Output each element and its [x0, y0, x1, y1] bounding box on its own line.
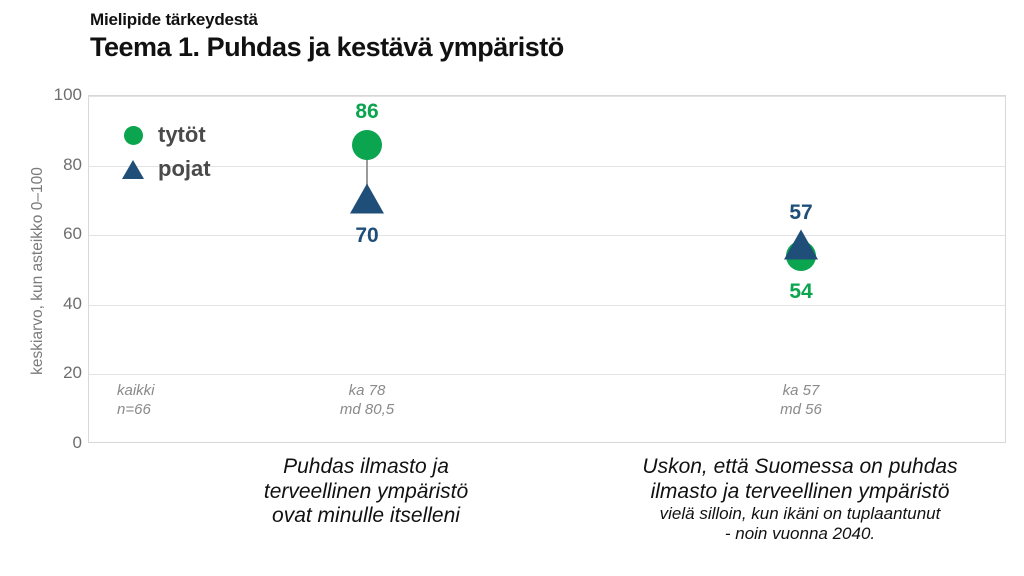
y-axis-tick-label: 80 — [63, 154, 82, 174]
x-axis-category-label: Puhdas ilmasto ja terveellinen ympäristö o… — [264, 455, 468, 529]
connector-line — [366, 144, 368, 201]
stat-line: md 80,5 — [339, 400, 395, 418]
y-axis-tick-label: 20 — [63, 363, 82, 383]
triangle-icon — [118, 159, 148, 179]
chart-legend: tytöt pojat — [118, 118, 211, 186]
x-axis-category-label: Uskon, että Suomessa on puhdas ilmasto ja… — [642, 455, 957, 544]
stat-line: md 56 — [780, 400, 822, 418]
category-line: terveellinen ympäristö — [263, 479, 469, 503]
y-axis-tick-label: 40 — [63, 293, 82, 313]
group-stats-0: ka 78 md 80,5 — [340, 382, 394, 420]
gridline — [89, 165, 1005, 167]
stat-line: ka 78 — [348, 382, 386, 399]
y-axis-tick-label: 60 — [63, 224, 82, 244]
category-line: ovat minulle itselleni — [272, 504, 460, 528]
marker-triangle-pojat[interactable] — [350, 183, 384, 214]
chart-kicker: Mielipide tärkeydestä — [90, 10, 258, 29]
overall-stats: kaikki n=66 — [117, 382, 155, 420]
legend-item-tytöt[interactable]: tytöt — [118, 118, 211, 152]
legend-item-label: tytöt — [158, 122, 206, 147]
stat-line: ka 57 — [782, 382, 820, 399]
gridline — [89, 235, 1005, 237]
data-value-label: 57 — [789, 200, 813, 224]
legend-item-pojat[interactable]: pojat — [118, 152, 211, 186]
group-stats-1: ka 57 md 56 — [780, 382, 822, 420]
data-value-label: 54 — [789, 280, 813, 304]
category-line: Uskon, että Suomessa on puhdas — [642, 455, 958, 478]
gridline — [89, 374, 1005, 376]
marker-triangle-pojat[interactable] — [784, 229, 818, 260]
data-value-label: 86 — [355, 99, 379, 123]
data-value-label: 70 — [355, 224, 379, 248]
category-line-small: vielä silloin, kun ikäni on tuplaantunut — [659, 504, 941, 524]
gridline — [89, 96, 1005, 97]
category-line: Puhdas ilmasto ja — [283, 455, 449, 478]
category-line: ilmasto ja terveellinen ympäristö — [650, 479, 950, 503]
y-axis-tick-label: 0 — [72, 433, 82, 452]
legend-item-label: pojat — [158, 156, 211, 181]
page-title: Teema 1. Puhdas ja kestävä ympäristö — [90, 32, 564, 62]
category-line-small: - noin vuonna 2040. — [724, 524, 876, 543]
y-axis-tick-label: 100 — [53, 85, 82, 104]
gridline — [89, 304, 1005, 306]
plot-area: 86 70 57 54 kaikki n=66 ka 78 md 80,5 ka 57 md 5… — [88, 95, 1006, 443]
triangle-icon-shape — [122, 159, 144, 179]
stat-line: n=66 — [117, 400, 151, 418]
circle-icon-shape — [123, 125, 143, 145]
stat-line: kaikki — [117, 382, 155, 399]
circle-icon — [118, 125, 148, 145]
y-axis-ticks: 0 20 40 60 80 100 — [20, 0, 82, 576]
marker-circle-tytot[interactable] — [352, 129, 382, 160]
